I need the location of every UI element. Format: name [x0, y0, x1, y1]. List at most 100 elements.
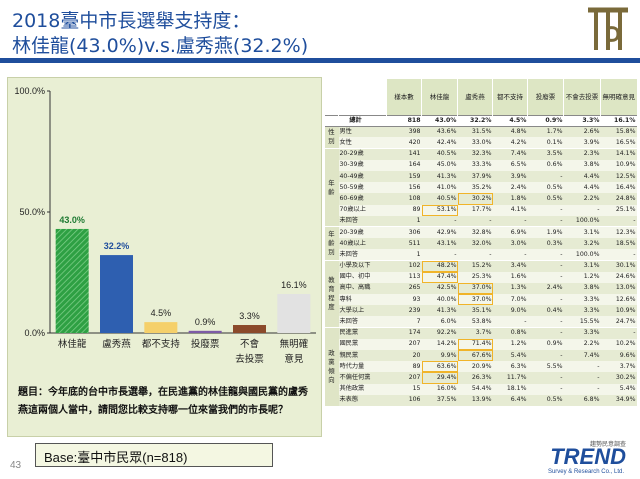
trend-logo: TREND	[550, 444, 626, 469]
row-label: 40-49歲	[338, 170, 387, 183]
table-cell: 16.4%	[600, 182, 637, 194]
table-cell: 35.1%	[457, 305, 493, 317]
table-row: 時代力量 89 63.6% 20.9% 6.3% 5.5% -3.7%	[325, 361, 637, 373]
table-cell: 2.2%	[563, 193, 601, 205]
data-label: 4.5%	[151, 308, 172, 318]
x-tick-label: 林佳龍	[58, 338, 87, 350]
table-cell: 15.5%	[563, 316, 601, 328]
table-cell: 100.0%	[563, 249, 601, 261]
table-row: 國民黨 207 14.2% 71.4% 1.2% 0.9% 2.2% 10.2%	[325, 338, 637, 350]
table-cell: 93	[386, 294, 422, 306]
table-cell: 4.4%	[563, 182, 601, 194]
table-cell: 3.9%	[492, 170, 528, 183]
table-cell: 4.4%	[563, 170, 601, 183]
table-cell: 4.5%	[492, 114, 528, 127]
group-label: 政黨傾向	[324, 327, 339, 406]
table-cell: 9.6%	[600, 349, 637, 362]
table-cell: -	[600, 327, 637, 339]
page-title-line2: 林佳龍(43.0%)v.s.盧秀燕(32.2%)	[12, 35, 309, 57]
table-cell: 41.0%	[421, 182, 458, 194]
table-cell: 2.4%	[527, 282, 564, 294]
table-row: 30-39歲 164 45.0% 33.3% 6.5% 0.6% 3.8% 10.9%	[325, 159, 637, 171]
table-row: 70歲以上 89 53.1% 17.7% 4.1% - -25.1%	[325, 204, 637, 216]
table-cell: 5.5%	[527, 361, 564, 373]
table-cell: 12.6%	[600, 294, 637, 306]
table-cell: 1	[386, 249, 422, 261]
header-blank	[324, 79, 339, 115]
table-cell: 1.9%	[527, 226, 564, 239]
table-cell: 18.5%	[600, 238, 637, 250]
x-tick-label: 盧秀燕	[102, 338, 131, 350]
x-tick-label: 都不支持	[142, 338, 181, 350]
data-label: 43.0%	[59, 215, 85, 225]
table-cell: 6.4%	[492, 394, 528, 406]
table-row: 不偏任何黨 207 29.4% 26.3% 11.7% - -30.2%	[325, 372, 637, 384]
table-cell: 54.4%	[457, 383, 493, 395]
table-cell: 41.3%	[421, 305, 458, 317]
table-cell: 4.8%	[492, 125, 528, 138]
table-cell: 33.3%	[457, 159, 493, 171]
table-cell: 239	[386, 305, 422, 317]
table-cell: 15.2%	[457, 259, 493, 272]
table-cell: 43.0%	[421, 114, 458, 127]
table-cell: 3.1%	[563, 226, 601, 239]
table-cell: 6.8%	[563, 394, 601, 406]
table-cell: 30.2%	[457, 193, 493, 205]
header-no-opinion: 無明確意見	[600, 79, 637, 115]
group-label: 性別	[324, 125, 339, 149]
table-row: 未回答 7 6.0% 53.8% - -15.5% 24.7%	[325, 316, 637, 328]
row-label: 70歲以上	[338, 204, 387, 216]
table-row: 其他政黨 15 16.0% 54.4% 18.1% - -5.4%	[325, 383, 637, 395]
row-label: 40歲以上	[338, 238, 387, 250]
row-label: 高中、高職	[338, 282, 387, 294]
crosstab-table: 樣本數 林佳龍 盧秀燕 都不支持 投廢票 不會去投票 無明確意見 總計 818 43…	[324, 79, 637, 406]
bar-3	[188, 330, 222, 333]
bar-1	[100, 255, 133, 333]
table-cell: 89	[386, 204, 422, 216]
table-cell: 7.4%	[563, 349, 601, 362]
table-cell: 89	[386, 361, 422, 373]
table-cell: 3.8%	[563, 282, 601, 294]
table-cell: 5.4%	[600, 383, 637, 395]
table-cell: 30.1%	[600, 259, 637, 272]
table-cell: 3.9%	[563, 137, 601, 149]
table-cell: 9.0%	[492, 305, 528, 317]
table-cell: 16.1%	[600, 114, 637, 127]
table-cell: 12.5%	[600, 170, 637, 183]
table-cell: 24.7%	[600, 316, 637, 328]
row-label: 大學以上	[338, 305, 387, 317]
base-note: Base:臺中市民眾(n=818)	[35, 443, 273, 467]
table-cell: 32.8%	[457, 226, 493, 239]
table-cell: 2.4%	[492, 182, 528, 194]
table-header-row: 樣本數 林佳龍 盧秀燕 都不支持 投廢票 不會去投票 無明確意見	[324, 79, 637, 115]
table-cell: 11.7%	[492, 372, 528, 384]
x-tick-label: 投廢票	[191, 338, 220, 350]
table-total-row: 總計 818 43.0% 32.2% 4.5% 0.9% 3.3% 16.1%	[324, 114, 637, 127]
row-label: 50-59歲	[338, 182, 387, 194]
table-cell: -	[527, 316, 564, 328]
table-cell: 1.2%	[563, 271, 601, 283]
row-label: 國民黨	[338, 338, 387, 350]
table-cell: 71.4%	[457, 338, 493, 350]
table-cell: 108	[386, 193, 422, 205]
table-cell: 16.0%	[421, 383, 458, 395]
table-cell: 2.2%	[563, 338, 601, 350]
table-cell: 0.9%	[527, 338, 564, 350]
table-row: 教育程度 小學及以下 102 48.2% 15.2% 3.4% -3.1% 30.1%	[324, 259, 637, 328]
table-cell: 15.8%	[600, 125, 637, 138]
table-cell: 141	[386, 148, 422, 160]
row-label: 國中、初中	[338, 271, 387, 283]
table-cell: 3.0%	[492, 238, 528, 250]
table-cell: 4.2%	[492, 137, 528, 149]
table-cell: 3.7%	[457, 327, 493, 339]
table-cell: 20.9%	[457, 361, 493, 373]
table-cell: 32.3%	[457, 148, 493, 160]
data-label: 3.3%	[239, 311, 260, 321]
table-cell: 3.4%	[492, 259, 528, 272]
header-sample: 樣本數	[386, 79, 422, 115]
table-cell: 12.3%	[600, 226, 637, 239]
table-cell: 33.0%	[457, 137, 493, 149]
table-cell: -	[563, 361, 601, 373]
bar-4	[233, 325, 266, 333]
table-cell: 10.2%	[600, 338, 637, 350]
